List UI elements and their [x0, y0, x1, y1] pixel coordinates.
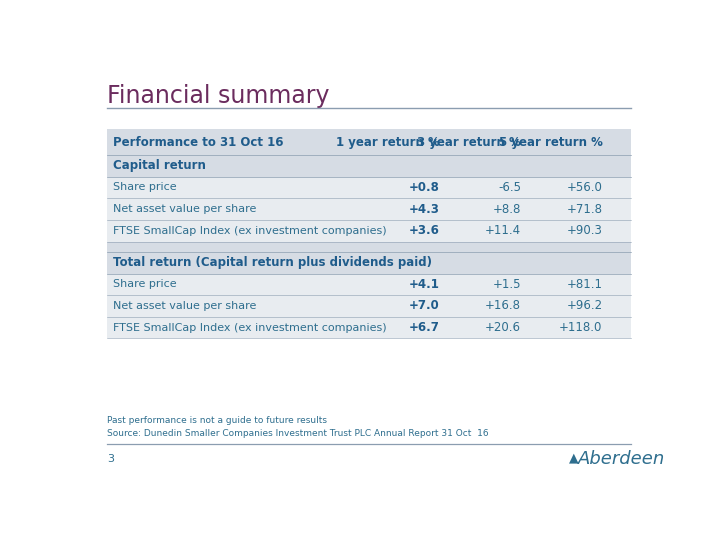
Bar: [107, 198, 631, 220]
Text: Source: Dunedin Smaller Companies Investment Trust PLC Annual Report 31 Oct  16: Source: Dunedin Smaller Companies Invest…: [107, 429, 488, 438]
Bar: [107, 177, 631, 198]
Text: Net asset value per share: Net asset value per share: [114, 301, 257, 311]
Text: Share price: Share price: [114, 183, 177, 192]
Bar: [107, 317, 631, 339]
Text: Total return (Capital return plus dividends paid): Total return (Capital return plus divide…: [114, 256, 433, 269]
Text: Aberdeen: Aberdeen: [578, 450, 665, 468]
Bar: [107, 295, 631, 317]
Bar: [107, 220, 631, 241]
Text: 3: 3: [107, 454, 114, 464]
Text: Share price: Share price: [114, 279, 177, 289]
Text: Financial summary: Financial summary: [107, 84, 329, 107]
Text: +8.8: +8.8: [492, 202, 521, 215]
Text: +4.3: +4.3: [409, 202, 440, 215]
Text: +90.3: +90.3: [567, 224, 603, 237]
Text: +56.0: +56.0: [567, 181, 603, 194]
Text: +0.8: +0.8: [409, 181, 440, 194]
Text: ▲: ▲: [569, 451, 578, 464]
Text: +3.6: +3.6: [409, 224, 440, 237]
Bar: [107, 129, 631, 155]
Text: FTSE SmallCap Index (ex investment companies): FTSE SmallCap Index (ex investment compa…: [114, 322, 387, 333]
Text: +16.8: +16.8: [485, 300, 521, 313]
Bar: [107, 252, 631, 274]
Text: +20.6: +20.6: [485, 321, 521, 334]
Text: +1.5: +1.5: [492, 278, 521, 291]
Text: +11.4: +11.4: [485, 224, 521, 237]
Text: Performance to 31 Oct 16: Performance to 31 Oct 16: [114, 136, 284, 148]
Text: +96.2: +96.2: [567, 300, 603, 313]
Text: Capital return: Capital return: [114, 159, 207, 172]
Text: Past performance is not a guide to future results: Past performance is not a guide to futur…: [107, 416, 327, 425]
Bar: [107, 274, 631, 295]
Bar: [107, 241, 631, 252]
Text: +4.1: +4.1: [409, 278, 440, 291]
Text: 1 year return %: 1 year return %: [336, 136, 440, 148]
Text: Net asset value per share: Net asset value per share: [114, 204, 257, 214]
Text: FTSE SmallCap Index (ex investment companies): FTSE SmallCap Index (ex investment compa…: [114, 226, 387, 235]
Text: +118.0: +118.0: [559, 321, 603, 334]
Text: +7.0: +7.0: [409, 300, 440, 313]
Text: +6.7: +6.7: [409, 321, 440, 334]
Text: +81.1: +81.1: [567, 278, 603, 291]
Text: 5 year return %: 5 year return %: [498, 136, 603, 148]
Bar: [107, 155, 631, 177]
Text: +71.8: +71.8: [567, 202, 603, 215]
Text: -6.5: -6.5: [498, 181, 521, 194]
Text: 3 year return %: 3 year return %: [418, 136, 521, 148]
